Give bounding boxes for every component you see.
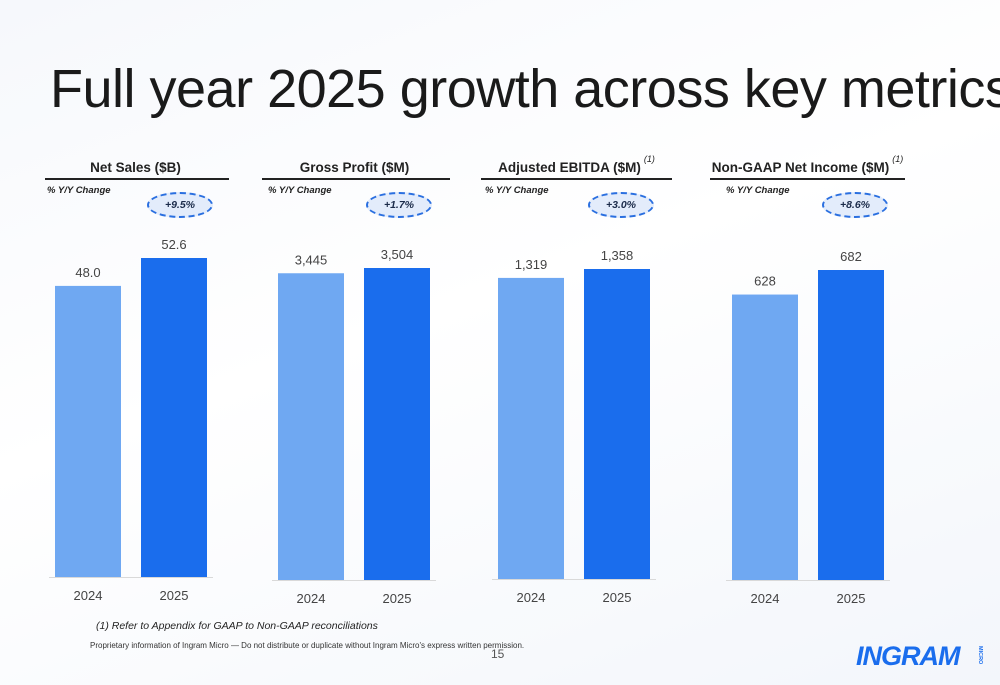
adjusted-ebitda-panel: Adjusted EBITDA ($M)(1) % Y/Y Change +3.…	[481, 146, 672, 616]
yoy-label: % Y/Y Change	[47, 185, 111, 196]
panel-title: Adjusted EBITDA ($M)(1)	[498, 154, 655, 175]
panel-rule	[45, 178, 229, 180]
panel-rule	[481, 178, 672, 180]
gross-profit-chart: 3,445 2024 3,504 2025	[272, 247, 436, 606]
panel-title: Gross Profit ($M)	[299, 160, 410, 175]
non-gaap-net-income-panel: Non-GAAP Net Income ($M)(1) % Y/Y Change…	[710, 146, 905, 616]
ingram-micro-logo: INGRAM MICRO	[856, 641, 983, 669]
data-label: 628	[754, 274, 776, 289]
x-tick-label: 2025	[160, 588, 189, 603]
yoy-label: % Y/Y Change	[268, 185, 332, 196]
panel-rule	[710, 178, 905, 180]
bar-2024	[278, 273, 344, 580]
bar-2024	[732, 294, 798, 580]
yoy-change-badge: +9.5%	[147, 192, 213, 218]
logo-wordmark: INGRAM	[856, 641, 961, 669]
x-tick-label: 2025	[383, 591, 412, 606]
yoy-change-badge: +1.7%	[366, 192, 432, 218]
data-label: 1,319	[515, 257, 548, 272]
yoy-label: % Y/Y Change	[485, 185, 549, 196]
net-sales-panel: Net Sales ($B) % Y/Y Change +9.5% 48.0 20…	[45, 146, 229, 616]
data-label: 48.0	[75, 265, 100, 280]
panel-title: Non-GAAP Net Income ($M)(1)	[711, 154, 904, 175]
page-number: 15	[491, 647, 505, 661]
data-label: 1,358	[601, 248, 634, 263]
data-label: 3,504	[381, 247, 414, 262]
footnote: (1) Refer to Appendix for GAAP to Non-GA…	[96, 620, 378, 632]
x-tick-label: 2024	[517, 590, 546, 605]
yoy-label: % Y/Y Change	[726, 185, 790, 196]
bar-2025	[141, 258, 207, 577]
gross-profit-panel: Gross Profit ($M) % Y/Y Change +1.7% 3,4…	[262, 146, 450, 616]
data-label: 52.6	[161, 237, 186, 252]
panel-rule	[262, 178, 450, 180]
x-tick-label: 2024	[74, 588, 103, 603]
bar-2024	[55, 285, 121, 577]
bar-2024	[498, 277, 564, 579]
data-label: 682	[840, 249, 862, 264]
net-sales-chart: 48.0 2024 52.6 2025	[49, 237, 213, 603]
bar-2025	[584, 269, 650, 579]
yoy-change-badge: +3.0%	[588, 192, 654, 218]
panel-title: Net Sales ($B)	[90, 160, 181, 175]
data-label: 3,445	[295, 252, 328, 267]
x-tick-label: 2024	[751, 591, 780, 606]
logo-submark: MICRO	[977, 646, 983, 665]
adjusted-ebitda-chart: 1,319 2024 1,358 2025	[492, 248, 656, 605]
page-title: Full year 2025 growth across key metrics	[50, 59, 1000, 119]
bar-2025	[818, 270, 884, 580]
x-tick-label: 2025	[837, 591, 866, 606]
x-tick-label: 2025	[603, 590, 632, 605]
proprietary-notice: Proprietary information of Ingram Micro …	[90, 641, 525, 650]
x-tick-label: 2024	[297, 591, 326, 606]
non-gaap-net-income-chart: 628 2024 682 2025	[726, 249, 890, 606]
bar-2025	[364, 268, 430, 580]
yoy-change-badge: +8.6%	[822, 192, 888, 218]
